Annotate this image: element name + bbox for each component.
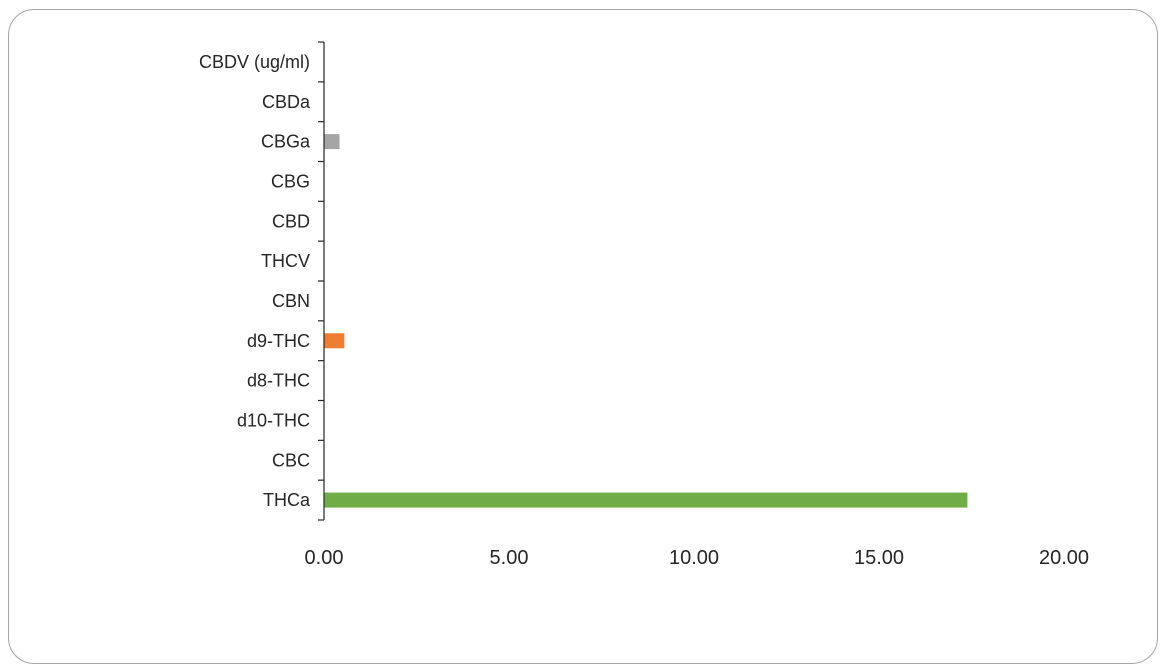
bars-group (324, 134, 968, 508)
bar-cbga (324, 134, 340, 150)
value-tick-label: 20.00 (1039, 547, 1089, 569)
category-label: CBC (272, 450, 310, 470)
category-label: d9-THC (247, 331, 310, 351)
category-axis (318, 41, 325, 521)
category-label: d8-THC (247, 371, 310, 391)
category-label: CBD (272, 211, 310, 231)
category-label: CBG (271, 171, 310, 191)
value-tick-label: 10.00 (669, 547, 719, 569)
chart-frame (8, 9, 1158, 664)
value-tick-label: 5.00 (490, 547, 529, 569)
category-labels: THCa CBC d10-THC d8-THC d9-THC CBN THCV CBD CBG C… (199, 52, 311, 510)
category-label: CBDa (262, 92, 311, 112)
category-label: CBDV (ug/ml) (199, 52, 310, 72)
category-label: THCV (261, 251, 310, 271)
bar-d9-thc (324, 333, 345, 349)
value-tick-label: 15.00 (854, 547, 904, 569)
value-axis-labels: 0.00 5.00 10.00 15.00 20.00 (305, 547, 1090, 569)
category-label: d10-THC (237, 410, 310, 430)
category-label: CBGa (261, 132, 311, 152)
bar-thca (324, 492, 968, 508)
value-tick-label: 0.00 (305, 547, 344, 569)
category-label: CBN (272, 291, 310, 311)
category-label: THCa (263, 490, 311, 510)
